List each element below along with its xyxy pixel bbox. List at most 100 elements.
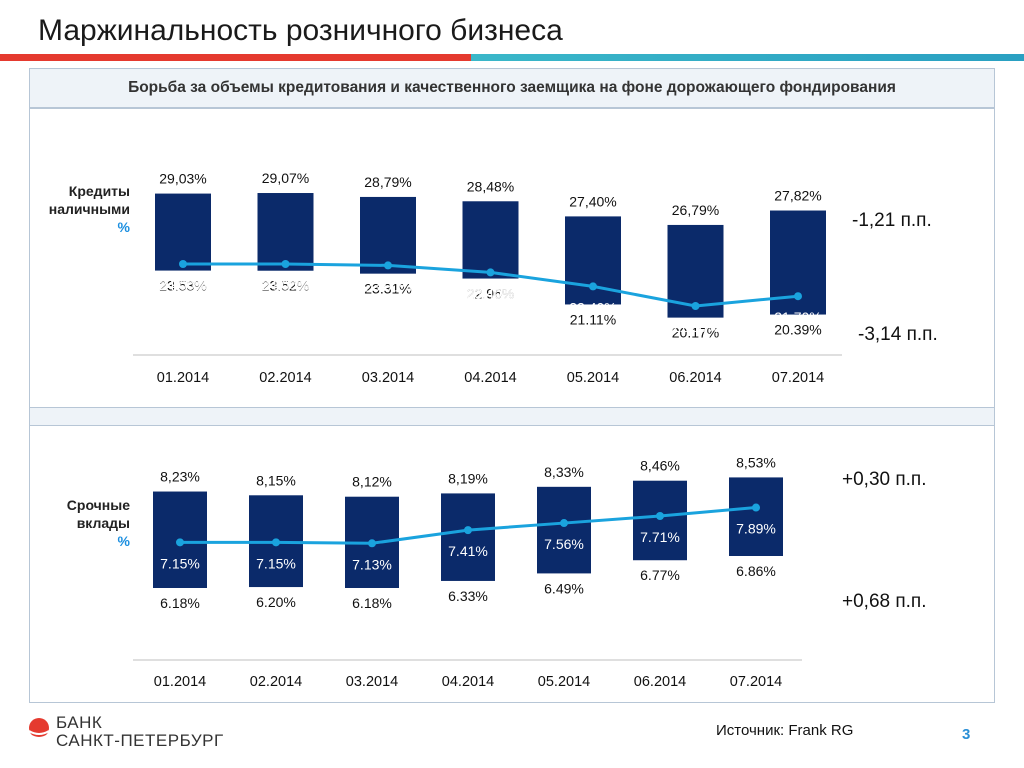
deposits-bottom-label: 6.49% [544, 580, 584, 596]
loans-top-label: 27,40% [569, 193, 616, 209]
loans-top-label: 27,82% [774, 188, 821, 204]
loans-bottom-label: 20.17% [672, 325, 719, 341]
deposits-line-point [272, 538, 280, 547]
deposits-top-label: 8,33% [544, 464, 584, 480]
deposits-line-label: 7.15% [256, 555, 296, 571]
loans-line-point [589, 282, 597, 291]
loans-delta-top: -1,21 п.п. [852, 210, 932, 231]
loans-line-point [281, 260, 290, 268]
loans-line-label: 24.00% [262, 277, 309, 293]
loans-line-point [691, 302, 700, 310]
loans-top-label: 28,48% [467, 178, 514, 194]
bank-logo-line1: БАНК [56, 713, 103, 732]
loans-bottom-label: 23.53% [159, 278, 206, 294]
loans-line-point [486, 268, 495, 277]
loans-row-label-line1: Кредиты [68, 183, 130, 199]
deposits-delta-bottom: +0,68 п.п. [842, 591, 927, 612]
deposits-line-point [560, 519, 568, 528]
loans-bar [462, 201, 519, 279]
loans-line-label: 22.40% [569, 299, 616, 315]
loans-bar [360, 196, 416, 274]
deposits-row-label: Срочные вклады % [30, 496, 130, 550]
deposits-line-label: 7.89% [736, 521, 776, 537]
deposits-line-point [752, 503, 760, 512]
loans-delta-bottom: -3,14 п.п. [858, 324, 938, 345]
deposits-top-label: 8,53% [736, 454, 776, 470]
loans-line-label: 21.00% [672, 319, 719, 335]
deposits-line-point [464, 526, 472, 535]
loans-line-point [794, 292, 802, 301]
bank-logo: БАНК САНКТ-ПЕТЕРБУРГ [28, 714, 224, 750]
bank-logo-icon [28, 718, 50, 739]
loans-bottom-label: 20.39% [774, 322, 821, 338]
deposits-line-point [368, 539, 376, 548]
deposits-top-label: 8,12% [352, 474, 392, 490]
deposits-bar [633, 480, 687, 561]
loans-bottom-label: 22.96% [467, 286, 514, 302]
deposits-line-label: 7.13% [352, 556, 392, 572]
loans-bottom-label: 21.11% [570, 311, 616, 327]
deposits-line-label: 7.56% [544, 536, 584, 552]
deposits-bar [441, 493, 495, 581]
loans-bottom-label: 23.52% [262, 278, 309, 294]
deposits-bottom-label: 6.18% [160, 595, 200, 611]
source-note: Источник: Frank RG [716, 722, 854, 739]
deposits-top-label: 8,19% [448, 470, 488, 486]
loans-tick-label: 06.2014 [669, 370, 721, 386]
deposits-tick-label: 05.2014 [538, 674, 590, 690]
deposits-row-label-line1: Срочные [66, 497, 130, 513]
deposits-bottom-label: 6.33% [448, 588, 488, 604]
header-stripe [0, 54, 1024, 61]
loans-line-point [179, 260, 187, 268]
loans-top-label: 28,79% [364, 174, 411, 190]
deposits-tick-label: 04.2014 [442, 674, 494, 690]
loans-top-label: 26,79% [672, 202, 719, 218]
deposits-unit-label: % [117, 533, 130, 549]
deposits-bar [729, 477, 783, 556]
loans-tick-label: 05.2014 [567, 370, 619, 386]
deposits-row-label-line2: вклады [76, 515, 130, 531]
deposits-bottom-label: 6.86% [736, 563, 776, 579]
loans-line-point [384, 261, 392, 270]
deposits-tick-label: 07.2014 [730, 674, 782, 690]
loans-line-label: 24.00% [159, 277, 206, 293]
deposits-line-label: 7.15% [160, 555, 200, 571]
deposits-tick-label: 06.2014 [634, 674, 686, 690]
loans-tick-label: 03.2014 [362, 370, 414, 386]
loans-bottom-label: 23.31% [364, 281, 411, 297]
deposits-delta-top: +0,30 п.п. [842, 469, 927, 490]
loans-tick-label: 02.2014 [259, 370, 311, 386]
page-number: 3 [962, 726, 971, 743]
deposits-tick-label: 02.2014 [250, 674, 302, 690]
loans-line-label: 21.70% [774, 309, 821, 325]
deposits-top-label: 8,23% [160, 469, 200, 485]
deposits-bar [537, 486, 591, 574]
loans-tick-label: 04.2014 [464, 370, 516, 386]
loans-top-label: 29,07% [262, 170, 309, 186]
deposits-line-point [176, 538, 184, 547]
loans-unit-label: % [117, 219, 130, 235]
deposits-top-label: 8,46% [640, 458, 680, 474]
deposits-bottom-label: 6.20% [256, 594, 296, 610]
loans-row-label: Кредиты наличными % [30, 182, 130, 236]
deposits-line-label: 7.71% [640, 529, 680, 545]
loans-bar [155, 193, 211, 271]
subtitle-banner: Борьба за объемы кредитования и качестве… [29, 68, 995, 108]
deposits-line-point [656, 512, 664, 520]
panel-separator [29, 408, 995, 425]
deposits-bottom-label: 6.18% [352, 595, 392, 611]
deposits-line-label: 7.41% [448, 543, 488, 559]
loans-tick-label: 01.2014 [157, 370, 209, 386]
deposits-bottom-label: 6.77% [640, 567, 680, 583]
page-title: Маржинальность розничного бизнеса [38, 14, 563, 47]
bank-logo-line2: САНКТ-ПЕТЕРБУРГ [56, 731, 224, 750]
loans-row-label-line2: наличными [48, 201, 130, 217]
loans-bar [257, 193, 314, 271]
loans-line-label: 23.40% [467, 285, 514, 301]
loans-top-label: 29,03% [159, 171, 206, 187]
loans-line-label: 23.90% [364, 278, 411, 294]
deposits-tick-label: 03.2014 [346, 674, 398, 690]
loans-tick-label: 07.2014 [772, 370, 824, 386]
deposits-top-label: 8,15% [256, 472, 296, 488]
